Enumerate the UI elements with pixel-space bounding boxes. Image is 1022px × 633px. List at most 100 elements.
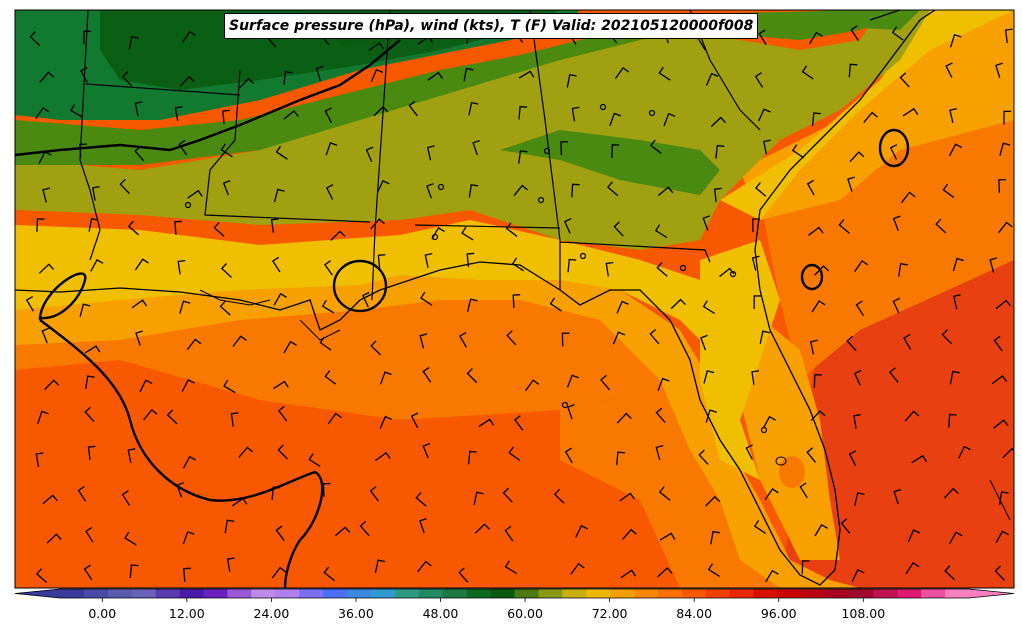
wind-barb <box>700 334 708 351</box>
wind-barb <box>806 447 816 463</box>
wind-barb <box>758 29 767 45</box>
wind-barb <box>850 25 859 41</box>
wind-barb <box>698 449 709 465</box>
wind-barb <box>855 300 865 317</box>
wind-barb <box>321 299 335 314</box>
colorbar-tick-label: 24.00 <box>253 606 290 621</box>
wind-barb <box>715 144 725 159</box>
wind-barb <box>283 71 293 85</box>
wind-barb <box>273 188 285 203</box>
wind-barb <box>995 530 1009 544</box>
wind-barb <box>670 298 686 310</box>
wind-barb <box>323 260 334 276</box>
wind-barb <box>174 220 182 235</box>
wind-barb <box>654 224 668 239</box>
wind-barb <box>758 108 771 122</box>
wind-barb <box>121 490 131 506</box>
colorbar-swatch <box>921 589 946 598</box>
colorbar-swatch <box>825 589 850 598</box>
wind-barb <box>467 450 477 465</box>
wind-barb <box>904 410 920 422</box>
wind-barb <box>995 299 1012 310</box>
wind-barb <box>283 110 299 120</box>
wind-barb <box>998 491 1009 505</box>
wind-barb <box>370 218 385 230</box>
wind-barb <box>220 262 232 278</box>
wind-barb <box>995 62 1003 78</box>
wind-barb <box>44 379 60 391</box>
colorbar-swatch <box>227 589 252 598</box>
wind-barb <box>139 379 153 393</box>
isobars <box>15 39 910 588</box>
wind-barb <box>506 330 517 346</box>
wind-barb <box>765 569 779 583</box>
wind-barb <box>702 300 716 315</box>
wind-barb <box>127 220 140 236</box>
wind-barb <box>518 70 535 79</box>
colorbar-swatch <box>945 589 970 598</box>
wind-barb <box>377 253 386 269</box>
wind-barb <box>942 183 955 199</box>
wind-barb <box>663 112 676 127</box>
wind-barb <box>83 564 93 581</box>
wind-barb <box>849 151 865 163</box>
colorbar-swatch <box>634 589 659 598</box>
wind-barb <box>952 257 964 272</box>
wind-barb <box>315 65 324 82</box>
wind-barb <box>473 491 484 506</box>
colorbar-swatch <box>681 589 707 598</box>
colorbar-swatch <box>514 589 539 598</box>
wind-barb <box>511 257 524 272</box>
wind-barb <box>561 332 570 347</box>
wind-barb <box>42 494 58 505</box>
wind-barb <box>273 380 289 390</box>
wind-barb <box>893 488 902 505</box>
wind-barb <box>186 338 202 351</box>
wind-barb <box>944 565 956 581</box>
wind-barb <box>809 31 823 45</box>
wind-barb <box>230 412 239 427</box>
wind-barb <box>322 482 331 497</box>
wind-barb <box>764 488 779 500</box>
wind-barb <box>847 176 855 192</box>
wind-barb <box>419 517 427 534</box>
wind-barb <box>905 562 920 575</box>
wind-barb <box>143 408 158 421</box>
wind-barb <box>752 218 760 233</box>
wind-barb <box>325 142 338 156</box>
wind-barb <box>754 182 767 197</box>
wind-barb <box>943 487 959 499</box>
wind-barb <box>899 72 910 88</box>
colorbar <box>14 588 1015 602</box>
wind-barb <box>1003 110 1012 125</box>
wind-barb <box>999 142 1011 156</box>
wind-barb <box>811 300 826 313</box>
wind-barb <box>239 77 254 89</box>
wind-barb <box>419 333 428 349</box>
wind-barb <box>753 519 766 534</box>
colorbar-swatch <box>370 589 396 598</box>
wind-barb <box>119 178 130 194</box>
wind-barb <box>80 66 88 83</box>
wind-barb <box>655 444 664 461</box>
colorbar-swatch <box>897 589 922 598</box>
wind-barb <box>949 107 957 123</box>
colorbar-swatch <box>490 589 515 598</box>
wind-barb <box>121 71 133 87</box>
colorbar-swatch <box>60 589 85 598</box>
wind-barb <box>420 291 433 306</box>
wind-barb <box>575 524 588 538</box>
wind-barb <box>649 328 660 345</box>
colorbar-tick-label: 0.00 <box>88 606 117 621</box>
colorbar-swatch <box>538 589 563 598</box>
wind-barb <box>36 218 45 232</box>
wind-barb <box>308 453 321 468</box>
wind-barb <box>611 144 620 158</box>
wind-barb <box>84 406 95 423</box>
colorbar-swatch <box>705 589 731 598</box>
wind-barb <box>410 412 419 429</box>
wind-barb <box>46 533 62 544</box>
wind-barb <box>657 186 674 197</box>
temperature-field <box>15 10 1014 588</box>
wind-barb <box>846 335 857 352</box>
